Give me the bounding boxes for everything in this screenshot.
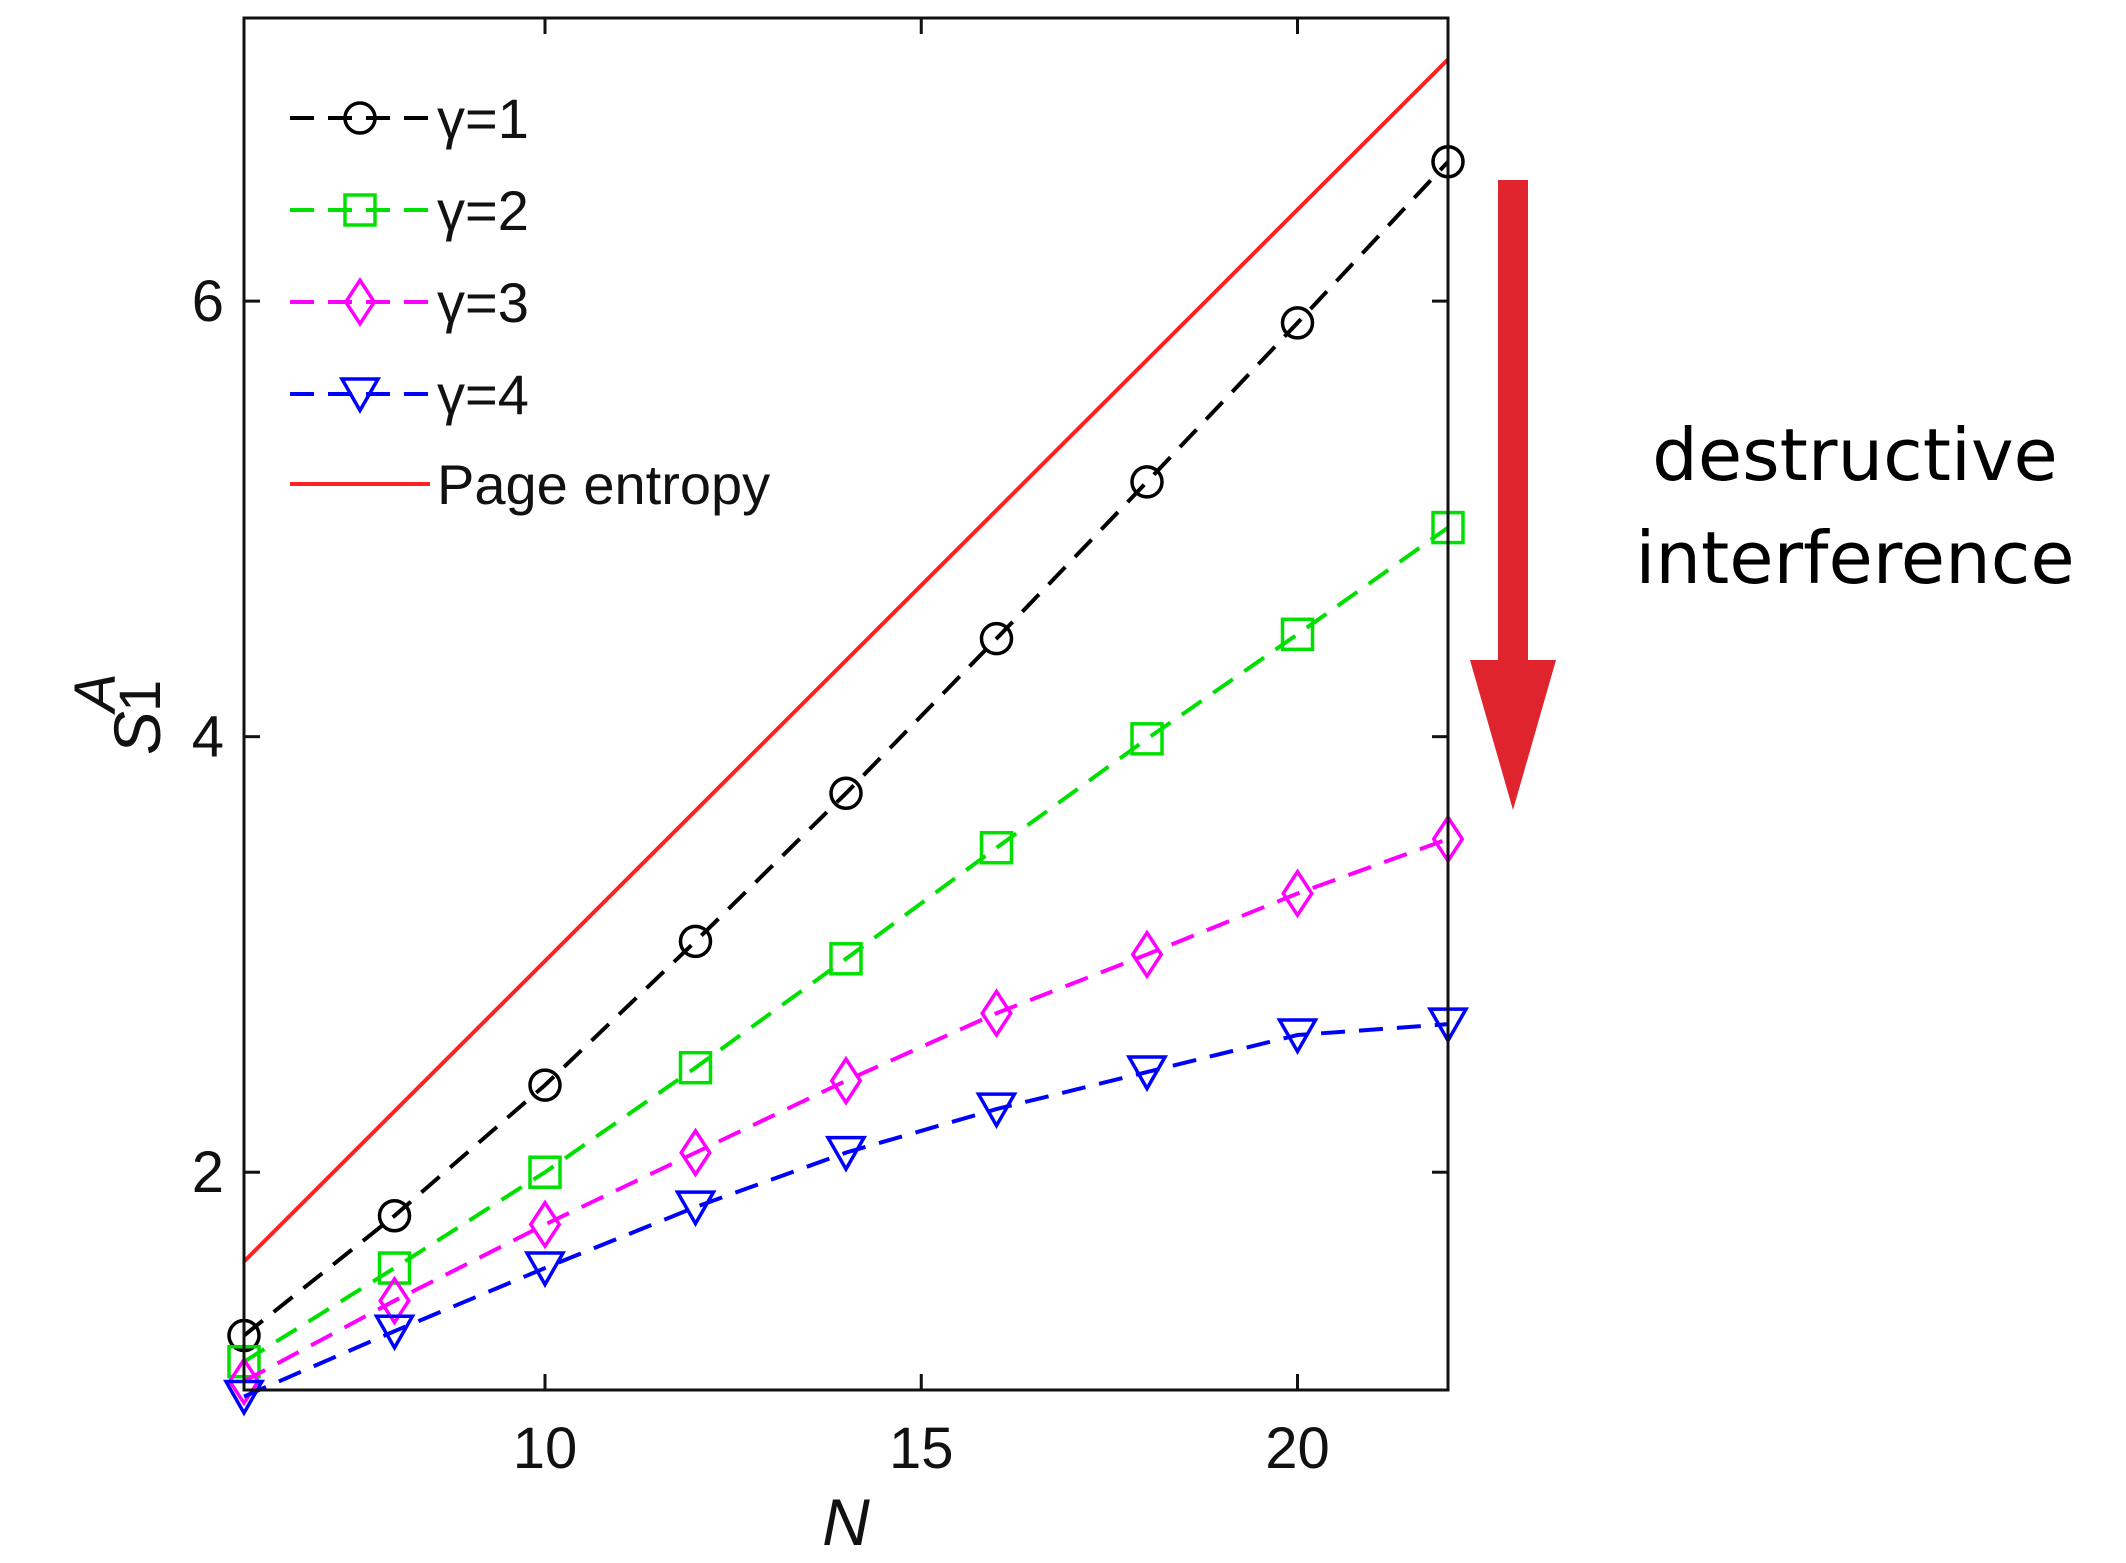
legend-marker bbox=[343, 193, 377, 227]
data-point bbox=[824, 1135, 868, 1173]
data-point bbox=[829, 1055, 863, 1106]
legend-item-3: γ=3 bbox=[290, 271, 529, 334]
legend-marker bbox=[343, 101, 377, 135]
data-point bbox=[829, 776, 863, 811]
data-point bbox=[1125, 1055, 1169, 1093]
x-tick-label: 10 bbox=[513, 1416, 578, 1481]
data-point bbox=[829, 942, 863, 976]
data-point bbox=[1130, 465, 1164, 499]
series-line-4 bbox=[243, 1022, 1449, 1399]
y-axis-label: S A 1 bbox=[63, 673, 174, 755]
data-point bbox=[528, 1068, 562, 1102]
legend-marker bbox=[343, 277, 377, 327]
data-point bbox=[528, 1199, 562, 1250]
series-line-2 bbox=[242, 525, 1450, 1364]
data-point bbox=[373, 1314, 416, 1352]
annotation: destructive interference bbox=[1470, 180, 2075, 810]
data-point bbox=[1280, 617, 1315, 652]
legend-item-2: γ=2 bbox=[290, 179, 529, 242]
legend-label: γ=2 bbox=[437, 179, 529, 242]
legend-label: Page entropy bbox=[437, 453, 770, 516]
data-point bbox=[1280, 306, 1315, 340]
down-arrow-icon bbox=[1470, 180, 1556, 810]
data-point bbox=[528, 1155, 562, 1189]
legend-label: γ=1 bbox=[437, 87, 529, 150]
annotation-line-1: destructive bbox=[1652, 413, 2058, 497]
y-axis-label-main: S bbox=[100, 711, 174, 755]
data-point bbox=[1130, 722, 1164, 756]
data-point bbox=[679, 1127, 712, 1178]
annotation-line-2: interference bbox=[1635, 516, 2074, 600]
y-tick-label: 4 bbox=[192, 705, 224, 770]
data-point bbox=[1130, 929, 1164, 980]
data-point bbox=[678, 1050, 713, 1085]
data-point bbox=[377, 1199, 412, 1233]
y-tick-label: 2 bbox=[192, 1140, 224, 1205]
data-point bbox=[979, 830, 1014, 865]
series-5 bbox=[242, 57, 1450, 1263]
data-point bbox=[523, 1251, 567, 1289]
legend-item-5: Page entropy bbox=[290, 453, 770, 516]
legend-marker bbox=[338, 377, 382, 415]
x-tick-label: 20 bbox=[1265, 1416, 1330, 1481]
series-4 bbox=[222, 1007, 1470, 1417]
series-line-1 bbox=[242, 160, 1450, 1338]
series-line-5 bbox=[242, 57, 1450, 1263]
x-tick-label: 15 bbox=[889, 1416, 954, 1481]
plot-area bbox=[222, 57, 1470, 1417]
legend-label: γ=3 bbox=[437, 271, 529, 334]
data-point bbox=[980, 988, 1013, 1039]
data-point bbox=[227, 1356, 261, 1407]
data-point bbox=[1276, 1018, 1319, 1056]
y-axis-label-sup: A bbox=[63, 673, 128, 715]
y-axis-label-sub: 1 bbox=[108, 680, 173, 712]
data-point bbox=[378, 1275, 411, 1326]
data-point bbox=[678, 924, 713, 959]
legend-label: γ=4 bbox=[437, 363, 529, 426]
axis-ticks: 10 15 20 2 4 6 bbox=[192, 18, 1448, 1481]
plot-frame bbox=[242, 16, 1450, 1392]
legend-item-4: γ=4 bbox=[290, 363, 529, 426]
series-2 bbox=[227, 510, 1465, 1379]
series-line-3 bbox=[243, 837, 1449, 1384]
legend-item-1: γ=1 bbox=[290, 87, 529, 150]
data-point bbox=[975, 1092, 1018, 1130]
legend: γ=1 γ=2 γ=3 γ=4 Page entropy bbox=[290, 87, 770, 516]
data-point bbox=[1281, 868, 1314, 919]
y-tick-label: 6 bbox=[192, 269, 224, 334]
data-point bbox=[979, 621, 1014, 656]
data-point bbox=[377, 1251, 412, 1285]
x-axis-label: N bbox=[822, 1485, 870, 1559]
data-point bbox=[674, 1190, 717, 1228]
